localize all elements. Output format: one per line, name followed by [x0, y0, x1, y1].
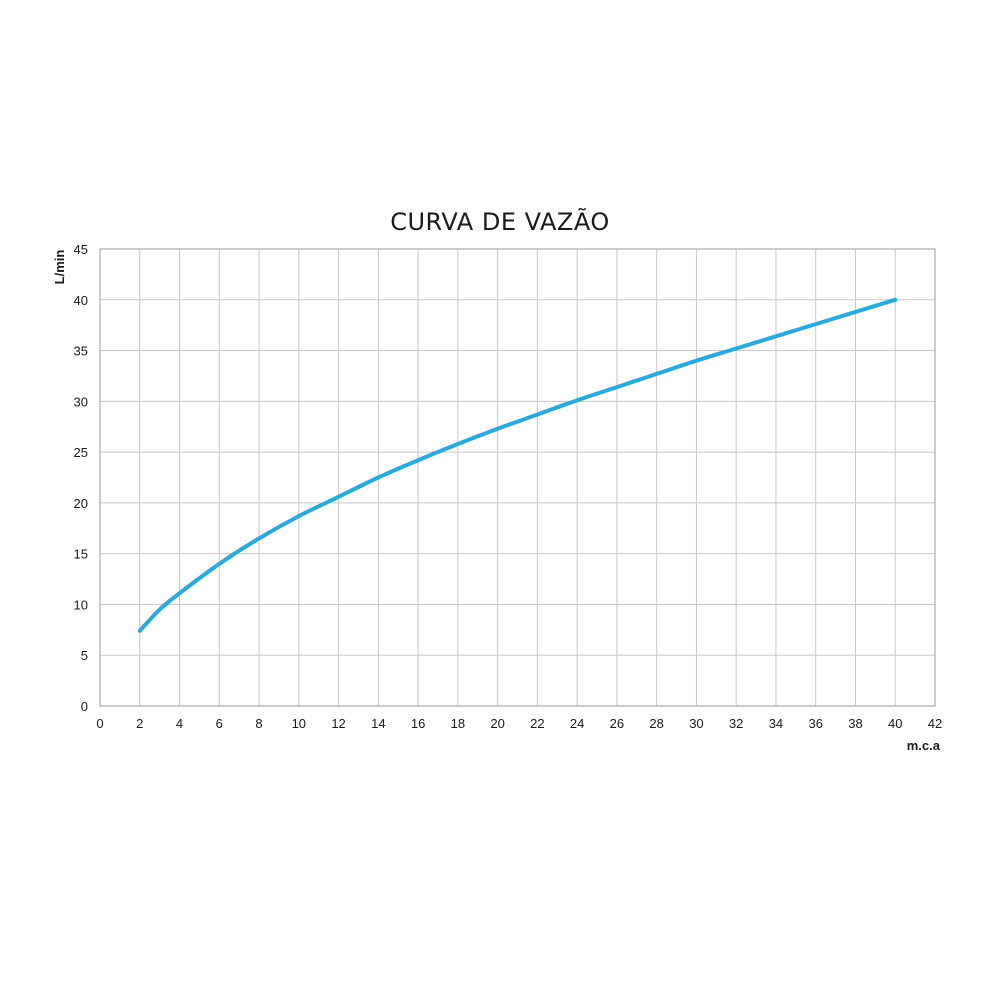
x-tick-label: 18 — [451, 716, 465, 731]
x-tick-label: 24 — [570, 716, 584, 731]
x-tick-label: 32 — [729, 716, 743, 731]
x-tick-label: 42 — [928, 716, 942, 731]
y-tick-label: 25 — [74, 445, 88, 460]
x-tick-label: 16 — [411, 716, 425, 731]
series-line — [137, 297, 898, 633]
x-tick-label: 26 — [610, 716, 624, 731]
y-tick-label: 20 — [74, 496, 88, 511]
series-layer — [137, 297, 898, 633]
y-tick-label: 10 — [74, 597, 88, 612]
y-tick-label: 30 — [74, 394, 88, 409]
y-axis-ticks: 0 5 10 15 20 25 30 35 40 45 — [74, 242, 88, 714]
x-tick-label: 4 — [176, 716, 183, 731]
y-tick-label: 40 — [74, 293, 88, 308]
chart-title: CURVA DE VAZÃO — [390, 206, 610, 236]
y-tick-label: 35 — [74, 344, 88, 359]
x-tick-label: 0 — [96, 716, 103, 731]
x-tick-label: 40 — [888, 716, 902, 731]
y-tick-label: 45 — [74, 242, 88, 257]
x-tick-label: 10 — [292, 716, 306, 731]
x-tick-label: 34 — [769, 716, 783, 731]
x-tick-label: 12 — [331, 716, 345, 731]
y-tick-label: 0 — [81, 699, 88, 714]
plot-frame — [99, 248, 936, 707]
grid-layer — [99, 248, 936, 707]
y-tick-label: 5 — [81, 648, 88, 663]
y-axis-label: L/min — [52, 250, 67, 285]
x-tick-label: 14 — [371, 716, 385, 731]
x-tick-label: 2 — [136, 716, 143, 731]
x-tick-label: 30 — [689, 716, 703, 731]
x-axis-ticks: 0 2 4 6 8 10 12 14 16 18 20 22 24 26 28 30 32 34 36 38 40 42 — [96, 716, 942, 731]
x-tick-label: 6 — [216, 716, 223, 731]
x-tick-label: 20 — [490, 716, 504, 731]
x-tick-label: 22 — [530, 716, 544, 731]
x-tick-label: 38 — [848, 716, 862, 731]
y-tick-label: 15 — [74, 547, 88, 562]
x-tick-label: 8 — [255, 716, 262, 731]
x-tick-label: 28 — [649, 716, 663, 731]
x-tick-label: 36 — [808, 716, 822, 731]
x-axis-label: m.c.a — [907, 738, 941, 753]
